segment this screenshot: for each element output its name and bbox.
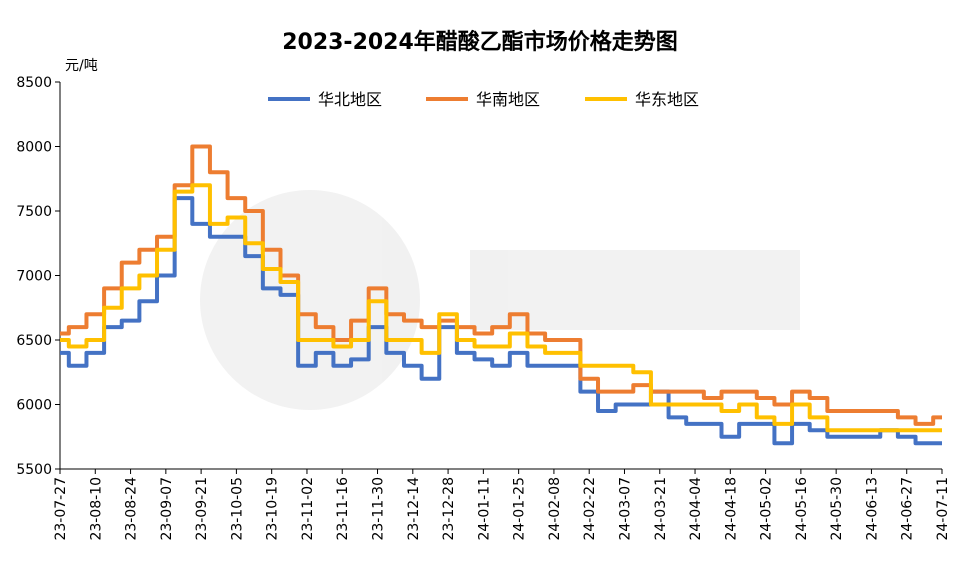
y-axis: 5500 6000 6500 7000 7500 8000 8500 bbox=[16, 75, 61, 478]
x-tick-label: 23-09-07 bbox=[159, 477, 175, 541]
x-tick-label: 23-11-16 bbox=[335, 477, 351, 541]
y-tick-label: 8000 bbox=[16, 140, 52, 156]
legend-label-2: 华南地区 bbox=[476, 90, 540, 109]
x-tick-label: 24-01-25 bbox=[512, 477, 528, 541]
y-tick-label: 8500 bbox=[16, 75, 52, 91]
x-tick-label: 24-05-02 bbox=[759, 477, 775, 541]
x-tick-label: 24-01-11 bbox=[476, 477, 492, 541]
legend-label-1: 华北地区 bbox=[318, 90, 382, 109]
legend-label-3: 华东地区 bbox=[635, 90, 699, 109]
x-tick-label: 23-10-19 bbox=[265, 477, 281, 541]
series-layer bbox=[60, 144, 942, 446]
y-tick-label: 7000 bbox=[16, 269, 52, 285]
x-tick-label: 23-08-24 bbox=[124, 477, 140, 541]
y-axis-unit: 元/吨 bbox=[65, 58, 98, 74]
x-tick-label: 24-03-07 bbox=[617, 477, 633, 541]
x-tick-label: 23-12-28 bbox=[441, 477, 457, 541]
x-tick-label: 24-04-04 bbox=[688, 477, 704, 541]
x-tick-label: 24-02-22 bbox=[582, 477, 598, 541]
chart-title: 2023-2024年醋酸乙酯市场价格走势图 bbox=[282, 29, 678, 55]
x-tick-label: 24-02-08 bbox=[547, 477, 563, 541]
x-tick-label: 24-03-21 bbox=[653, 477, 669, 541]
x-tick-label: 23-12-14 bbox=[406, 477, 422, 541]
x-tick-label: 24-07-11 bbox=[935, 477, 951, 541]
y-tick-label: 5500 bbox=[16, 462, 52, 478]
x-tick-label: 23-11-30 bbox=[371, 477, 387, 541]
x-tick-label: 24-06-13 bbox=[864, 477, 880, 541]
x-tick-label: 24-05-16 bbox=[794, 477, 810, 541]
series-line-3 bbox=[60, 183, 942, 433]
x-tick-label: 24-04-18 bbox=[723, 477, 739, 541]
y-tick-label: 6500 bbox=[16, 333, 52, 349]
x-tick-label: 23-08-10 bbox=[88, 477, 104, 541]
series-line-1 bbox=[60, 196, 942, 446]
y-tick-label: 7500 bbox=[16, 204, 52, 220]
x-tick-label: 23-09-21 bbox=[194, 477, 210, 541]
x-tick-label: 23-10-05 bbox=[229, 477, 245, 541]
legend: 华北地区 华南地区 华东地区 bbox=[268, 90, 699, 109]
x-tick-label: 23-07-27 bbox=[53, 477, 69, 541]
series-line-2 bbox=[60, 144, 942, 426]
x-tick-label: 24-05-30 bbox=[829, 477, 845, 541]
watermark bbox=[200, 190, 800, 410]
y-tick-label: 6000 bbox=[16, 398, 52, 414]
x-axis: 23-07-27 23-08-10 23-08-24 23-09-07 23-09-21… bbox=[53, 468, 951, 541]
x-tick-label: 23-11-02 bbox=[300, 477, 316, 541]
x-tick-label: 24-06-27 bbox=[900, 477, 916, 541]
